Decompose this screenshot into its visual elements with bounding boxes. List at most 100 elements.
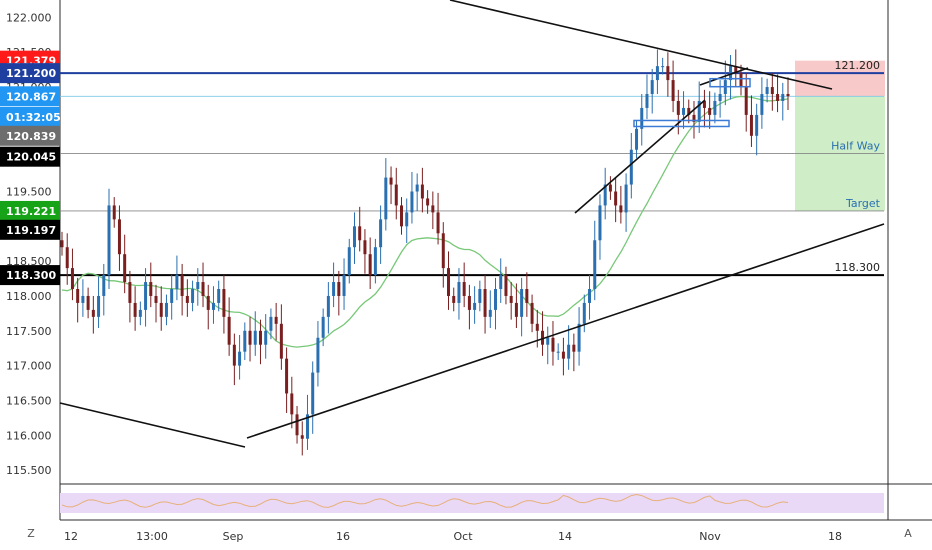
candle-body[interactable] — [718, 94, 722, 101]
candle-body[interactable] — [478, 289, 482, 303]
candle-body[interactable] — [60, 240, 64, 248]
candle-body[interactable] — [399, 205, 403, 227]
candle-body[interactable] — [661, 66, 665, 68]
candle-body[interactable] — [682, 107, 686, 115]
candle-body[interactable] — [379, 219, 383, 248]
candle-body[interactable] — [765, 87, 769, 95]
scale-toggle-left-button[interactable]: Z — [27, 527, 35, 540]
candle-body[interactable] — [530, 302, 534, 324]
candle-body[interactable] — [556, 351, 560, 353]
candle-body[interactable] — [97, 295, 101, 317]
candle-body[interactable] — [509, 295, 513, 303]
candle-body[interactable] — [180, 275, 184, 296]
candle-body[interactable] — [541, 330, 545, 345]
candle-body[interactable] — [676, 100, 680, 115]
candle-body[interactable] — [368, 254, 372, 276]
candle-body[interactable] — [337, 282, 341, 296]
candle-body[interactable] — [457, 282, 461, 303]
candle-body[interactable] — [582, 302, 586, 324]
candle-body[interactable] — [138, 309, 142, 317]
candle-body[interactable] — [499, 275, 503, 290]
candle-body[interactable] — [144, 282, 148, 310]
candle-body[interactable] — [415, 184, 419, 192]
candle-body[interactable] — [191, 289, 195, 303]
candle-body[interactable] — [206, 295, 210, 310]
candle-body[interactable] — [86, 295, 90, 310]
candle-body[interactable] — [258, 330, 262, 345]
candle-body[interactable] — [734, 66, 738, 74]
candle-body[interactable] — [232, 344, 236, 366]
candle-body[interactable] — [713, 100, 717, 115]
candle-body[interactable] — [405, 212, 409, 227]
candle-body[interactable] — [640, 107, 644, 129]
candle-body[interactable] — [666, 66, 670, 81]
candle-body[interactable] — [572, 344, 576, 352]
resistance-box[interactable] — [709, 77, 751, 88]
candle-body[interactable] — [687, 107, 691, 115]
candle-body[interactable] — [238, 351, 242, 366]
candle-body[interactable] — [65, 247, 69, 269]
candle-body[interactable] — [467, 295, 471, 310]
candle-body[interactable] — [269, 316, 273, 331]
candle-body[interactable] — [185, 295, 189, 303]
candle-body[interactable] — [535, 323, 539, 331]
candle-body[interactable] — [431, 205, 435, 213]
candle-body[interactable] — [164, 302, 168, 317]
candle-body[interactable] — [159, 302, 163, 317]
candle-body[interactable] — [729, 66, 733, 81]
candle-body[interactable] — [311, 372, 315, 415]
candle-body[interactable] — [702, 100, 706, 108]
trendline[interactable] — [449, 0, 833, 90]
candle-body[interactable] — [655, 66, 659, 81]
candle-body[interactable] — [525, 289, 529, 303]
candle-body[interactable] — [149, 282, 153, 296]
candle-body[interactable] — [755, 114, 759, 136]
candle-body[interactable] — [608, 184, 612, 192]
candle-body[interactable] — [624, 184, 628, 213]
candle-body[interactable] — [274, 316, 278, 324]
candle-body[interactable] — [107, 205, 111, 276]
candle-body[interactable] — [645, 94, 649, 108]
candle-body[interactable] — [635, 128, 639, 150]
candle-body[interactable] — [332, 282, 336, 296]
candle-body[interactable] — [170, 289, 174, 303]
candle-body[interactable] — [514, 302, 518, 317]
candle-body[interactable] — [426, 198, 430, 206]
trendline[interactable] — [574, 99, 706, 214]
candle-body[interactable] — [305, 414, 309, 439]
candle-body[interactable] — [91, 309, 95, 317]
candle-body[interactable] — [708, 107, 712, 115]
candle-body[interactable] — [295, 414, 299, 436]
candle-body[interactable] — [394, 184, 398, 206]
candle-body[interactable] — [410, 191, 414, 213]
candle-body[interactable] — [211, 302, 215, 310]
candle-body[interactable] — [389, 177, 393, 185]
candle-body[interactable] — [123, 254, 127, 283]
candle-body[interactable] — [447, 268, 451, 296]
candle-body[interactable] — [452, 295, 456, 303]
candle-body[interactable] — [154, 295, 158, 303]
candle-body[interactable] — [650, 80, 654, 95]
candle-body[interactable] — [321, 316, 325, 338]
candle-body[interactable] — [629, 149, 633, 185]
candle-body[interactable] — [786, 94, 790, 97]
candle-body[interactable] — [316, 337, 320, 373]
candle-body[interactable] — [420, 184, 424, 199]
candle-body[interactable] — [112, 205, 116, 220]
candle-body[interactable] — [781, 94, 785, 101]
candle-body[interactable] — [692, 114, 696, 122]
candle-body[interactable] — [598, 205, 602, 241]
candle-body[interactable] — [739, 73, 743, 88]
candle-body[interactable] — [494, 289, 498, 310]
candle-body[interactable] — [117, 219, 121, 255]
candle-body[interactable] — [614, 191, 618, 206]
candle-body[interactable] — [744, 87, 748, 115]
candle-body[interactable] — [290, 393, 294, 415]
candle-body[interactable] — [253, 330, 257, 345]
candle-body[interactable] — [504, 275, 508, 296]
candle-body[interactable] — [175, 275, 179, 290]
trendline[interactable] — [246, 223, 885, 439]
candle-body[interactable] — [342, 275, 346, 296]
candle-body[interactable] — [749, 114, 753, 136]
